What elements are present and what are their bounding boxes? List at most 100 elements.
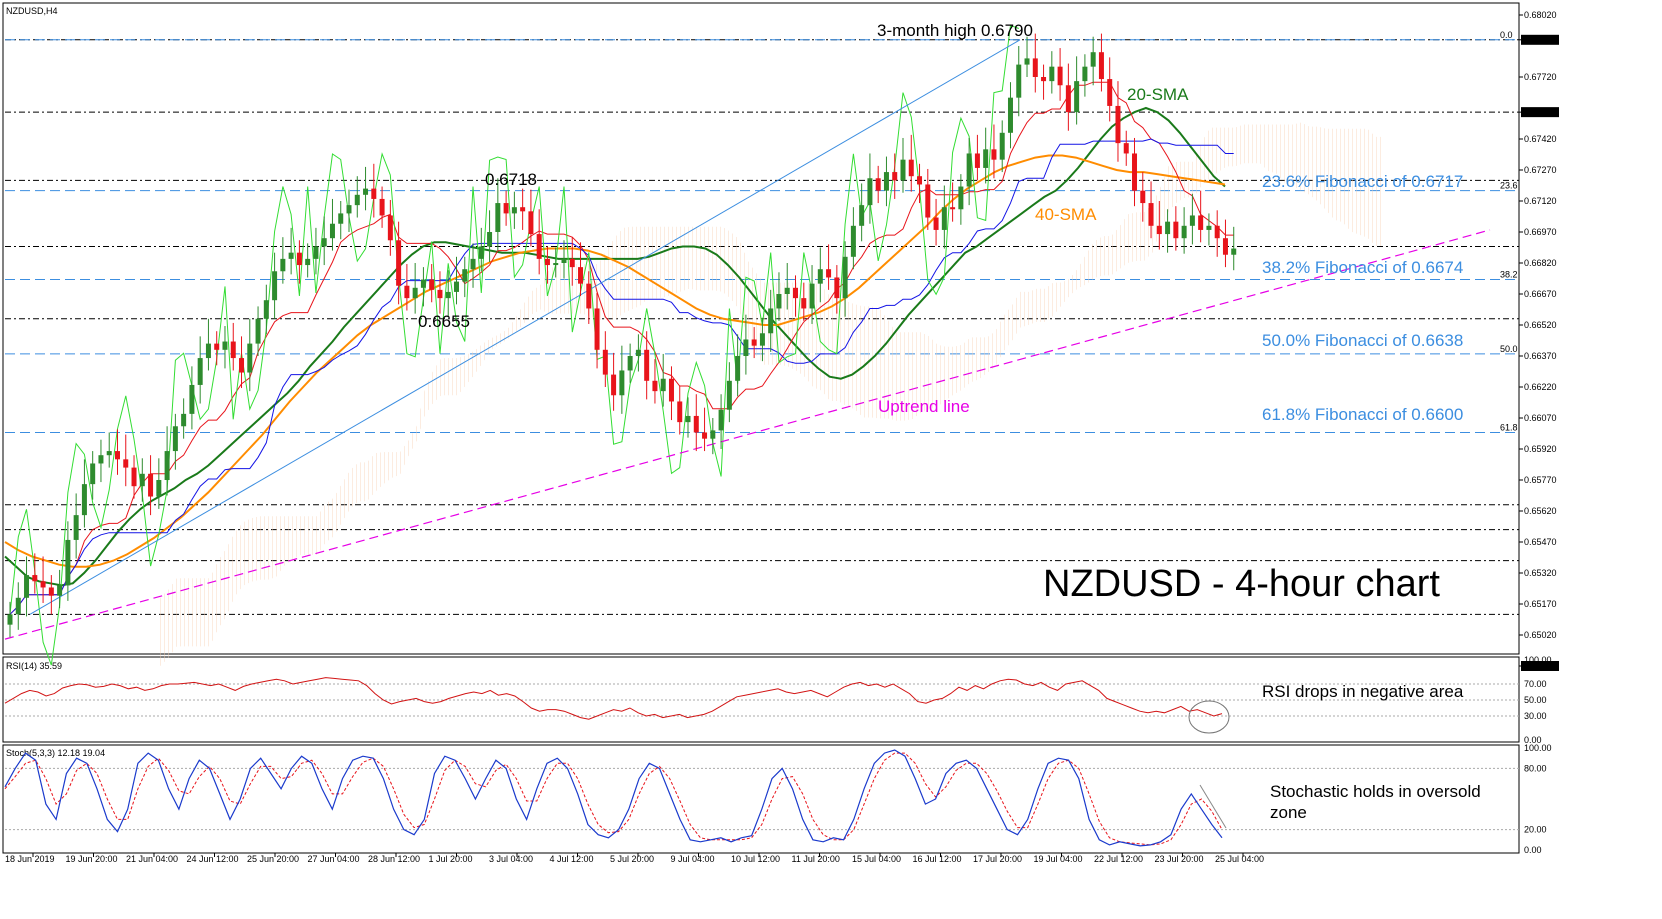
candle-body-bullish: [305, 258, 311, 266]
time-tick-label: 9 Jul 04:00: [671, 854, 715, 864]
candle-body-bullish: [1049, 66, 1055, 82]
candle-body-bearish: [32, 575, 38, 582]
candle-body-bearish: [404, 285, 410, 299]
time-tick-label: 16 Jul 12:00: [913, 854, 962, 864]
rsi-tick-label: 0.00: [1524, 735, 1542, 745]
candle-body-bullish: [329, 223, 335, 239]
annotation-20-sma: 20-SMA: [1127, 85, 1189, 104]
candle-body-bearish: [1132, 153, 1138, 191]
candle-body-bullish: [619, 370, 625, 396]
price-tick-label: 0.65470: [1524, 537, 1557, 547]
price-tick-label: 0.67120: [1524, 196, 1557, 206]
price-tick-label: 0.65020: [1524, 630, 1557, 640]
candle-body-bullish: [842, 256, 848, 299]
rsi-label: RSI(14) 35.59: [6, 661, 62, 671]
rsi-tick-label: 30.00: [1524, 711, 1547, 721]
stoch-label: Stoch(5,3,3) 12.18 19.04: [6, 748, 105, 758]
candle-body-bearish: [702, 432, 708, 439]
stoch-tick-label: 80.00: [1524, 763, 1547, 773]
stoch-signal-line: [4, 752, 1223, 846]
candle-body-bullish: [735, 356, 741, 381]
time-tick-label: 28 Jun 12:00: [368, 854, 420, 864]
time-tick-label: 22 Jul 12:00: [1094, 854, 1143, 864]
price-axis: 0.68020 0.67900 0.67720 0.67550 0.67420 0.672…: [1519, 10, 1559, 671]
candle-body-bearish: [1148, 203, 1154, 226]
candle-body-bearish: [230, 341, 236, 359]
candle-body-bearish: [214, 343, 220, 350]
candle-body-bearish: [520, 207, 526, 212]
candle-body-bearish: [1156, 225, 1162, 235]
candle-body-bullish: [462, 269, 468, 282]
indicator-lines: [4, 24, 1491, 666]
candle-body-bearish: [239, 358, 245, 373]
candle-body-bullish: [106, 451, 112, 456]
kijun-sen-line: [9, 138, 1234, 615]
price-tick-label: 0.67550: [1524, 107, 1557, 117]
time-tick-label: 21 Jun 04:00: [126, 854, 178, 864]
price-tick-label: 0.67420: [1524, 134, 1557, 144]
candle-body-bullish: [81, 484, 87, 516]
time-tick-label: 4 Jul 12:00: [550, 854, 594, 864]
annotation-0-6718: 0.6718: [485, 170, 537, 189]
stoch-decline-arrow: [1199, 784, 1227, 829]
candle-body-bullish: [718, 409, 724, 431]
candle-body-bullish: [1206, 225, 1212, 230]
candle-body-bullish: [883, 172, 889, 191]
fibonacci-level-label: 50.0: [1500, 344, 1518, 354]
candle-body-bearish: [1065, 85, 1071, 113]
candle-body-bullish: [445, 291, 451, 299]
sma-20-line: [4, 106, 1226, 587]
candle-body-bearish: [379, 198, 385, 216]
sma-40-line: [4, 154, 1226, 568]
stoch-tick-label: 100.00: [1524, 743, 1552, 753]
candle-body-bearish: [677, 401, 683, 423]
candle-body-bearish: [644, 349, 650, 381]
candle-body-bearish: [826, 269, 832, 278]
candle-body-bearish: [387, 215, 393, 241]
candle-body-bullish: [313, 246, 319, 259]
candle-body-bullish: [1181, 225, 1187, 239]
time-tick-label: 17 Jul 20:00: [973, 854, 1022, 864]
price-tick-label: 0.65620: [1524, 506, 1557, 516]
time-tick-label: 25 Jul 04:00: [1215, 854, 1264, 864]
candle-body-bearish: [1041, 77, 1047, 82]
candle-body-bullish: [900, 159, 906, 181]
candle-body-bullish: [941, 207, 947, 230]
candle-body-bullish: [139, 473, 145, 487]
candle-body-bullish: [685, 415, 691, 423]
candle-body-bearish: [396, 240, 402, 286]
candle-body-bearish: [1140, 190, 1146, 204]
candle-body-bearish: [933, 217, 939, 230]
candle-body-bullish: [635, 349, 641, 356]
candle-body-bullish: [1024, 58, 1030, 65]
time-tick-label: 25 Jun 20:00: [247, 854, 299, 864]
candle-body-bearish: [536, 234, 542, 259]
time-tick-label: 15 Jul 04:00: [852, 854, 901, 864]
stoch-annotation-line2: zone: [1270, 803, 1307, 822]
rsi-tick-label: 100.00: [1524, 655, 1552, 665]
candle-body-bullish: [65, 539, 71, 586]
price-label-box: [1521, 107, 1559, 118]
main-panel-frame: [2, 2, 1520, 655]
candle-body-bullish: [280, 258, 286, 272]
candle-body-bullish: [172, 426, 178, 452]
candle-body-bullish: [15, 597, 21, 615]
price-tick-label: 0.66220: [1524, 382, 1557, 392]
candle-body-bearish: [48, 587, 54, 596]
candle-body-bearish: [875, 178, 881, 191]
fibonacci-level-label: 38.2: [1500, 270, 1518, 280]
candle-body-bullish: [363, 188, 369, 195]
candle-body-bullish: [859, 205, 865, 226]
symbol-label: NZDUSD,H4: [6, 6, 58, 16]
candle-body-bullish: [156, 480, 162, 497]
stoch-panel: 100.00 80.00 20.00 0.00: [4, 743, 1552, 855]
price-tick-label: 0.64870: [1524, 661, 1557, 671]
candle-body-bearish: [1057, 66, 1063, 86]
annotation-fib-236: 23.6% Fibonacci of 0.6717: [1262, 172, 1463, 191]
time-tick-label: 18 Jun 2019: [5, 854, 55, 864]
candle-body-bullish: [1082, 66, 1088, 82]
candle-body-bearish: [892, 172, 898, 181]
candle-body-bearish: [950, 207, 956, 210]
candle-body-bullish: [983, 149, 989, 168]
candle-body-bullish: [98, 455, 104, 464]
